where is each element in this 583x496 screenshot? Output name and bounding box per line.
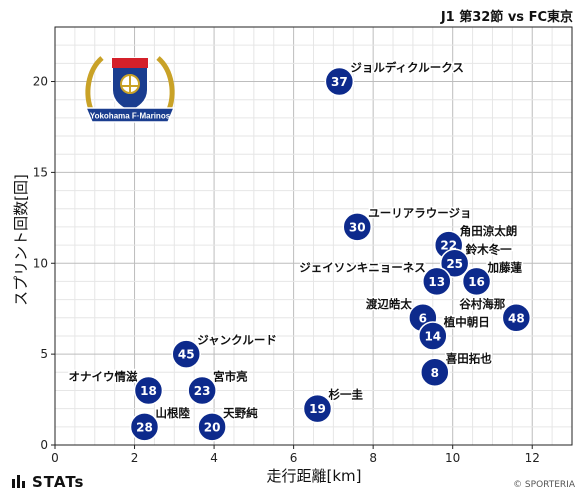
emblem-icon: Yokohama F·Marinos [84,56,176,123]
point-number: 23 [194,384,211,398]
data-point: 19 [302,393,333,424]
point-label: 渡辺皓太 [366,297,412,311]
point-marker [422,266,452,297]
point-number: 37 [331,75,348,89]
y-axis-label: スプリント回数[回] [12,174,30,306]
x-tick-label: 8 [369,451,377,465]
data-point: 20 [197,412,227,442]
point-label: 宮市亮 [213,369,248,383]
x-tick-label: 0 [51,451,59,465]
y-tick-label: 0 [40,438,48,452]
club-emblem: Yokohama F·Marinos [82,50,178,130]
data-point: 16 [461,266,492,297]
point-marker [420,357,450,388]
emblem-text: Yokohama F·Marinos [90,112,171,121]
data-point: 37 [324,66,355,97]
chart-title: J1 第32節 vs FC東京 [440,10,573,25]
point-marker [439,248,470,279]
point-marker [461,266,492,297]
x-tick-label: 6 [290,451,298,465]
point-number: 45 [178,348,195,362]
x-axis-label: 走行距離[km] [266,467,361,485]
data-point: 45 [171,339,201,369]
stats-logo: STATs [12,473,84,492]
point-number: 30 [349,220,366,234]
point-number: 16 [468,275,485,289]
x-tick-label: 10 [445,451,460,465]
point-number: 48 [508,311,525,325]
data-point: 18 [133,375,164,406]
point-label: 角田涼太朗 [460,224,518,238]
point-label: ユーリアラウージョ [368,206,471,220]
point-marker [302,393,333,424]
point-label: ジャンクルード [197,333,277,347]
point-label: 植中朝日 [443,315,490,329]
point-marker [324,66,355,97]
point-marker [171,339,201,369]
point-label: 加藤蓮 [487,260,523,274]
point-number: 18 [140,384,157,398]
point-label: 杉一圭 [328,388,363,402]
point-number: 8 [431,366,439,380]
point-number: 20 [204,420,221,434]
point-marker [187,375,217,406]
point-number: 25 [446,257,463,271]
point-label: 喜田拓也 [446,351,492,365]
y-tick-label: 20 [33,75,48,89]
point-marker [197,412,227,442]
point-marker [418,321,448,351]
data-point: 13 [422,266,452,297]
stats-brand: STATs [32,473,85,491]
point-number: 13 [428,275,445,289]
point-marker [133,375,164,406]
point-number: 19 [309,402,326,416]
point-marker [501,303,532,333]
stats-bars-icon [12,474,27,492]
copyright: © SPORTERIA [513,480,575,490]
data-point: 28 [129,412,160,442]
point-marker [129,412,160,442]
data-point: 30 [342,212,372,242]
point-label: ジョルディクルークス [350,61,464,75]
y-tick-label: 5 [40,347,48,361]
data-point: 14 [418,321,448,351]
x-tick-label: 12 [525,451,540,465]
axes: 0 2 4 6 8 10 12 0 5 10 15 20 [33,26,573,465]
data-point: 8 [420,357,450,388]
point-label: 鈴木冬一 [466,242,512,256]
y-tick-label: 10 [33,256,48,270]
point-marker [342,212,372,242]
data-point: 23 [187,375,217,406]
x-tick-label: 2 [131,451,139,465]
point-label: 天野純 [223,406,258,420]
y-tick-label: 15 [33,165,48,179]
plot-frame [54,26,573,446]
point-label: 山根陸 [155,406,190,420]
point-label: 谷村海那 [459,297,505,311]
point-label: ジェイソンキニョーネス [299,260,426,274]
point-label: オナイウ情滋 [68,369,137,383]
point-number: 14 [424,329,441,343]
point-number: 28 [136,420,153,434]
data-point: 25 [439,248,470,279]
x-tick-label: 4 [210,451,218,465]
point-number: 6 [419,311,427,325]
data-point: 48 [501,303,532,333]
